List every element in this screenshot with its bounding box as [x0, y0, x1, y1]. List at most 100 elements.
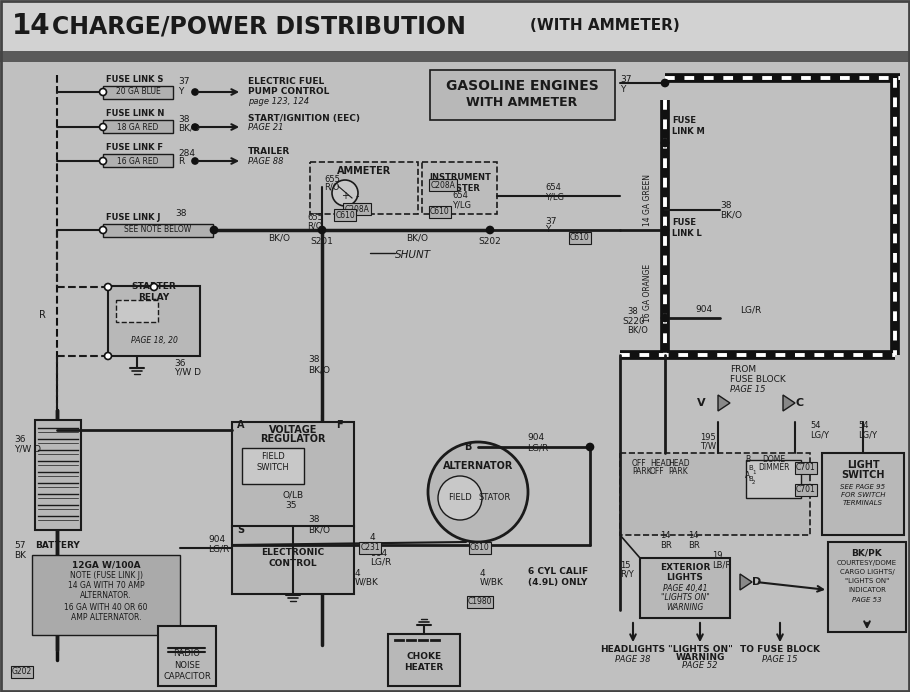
Text: 35: 35 [285, 500, 297, 509]
Text: 1: 1 [752, 469, 755, 475]
Text: PAGE 88: PAGE 88 [248, 158, 284, 167]
Text: PAGE 38: PAGE 38 [615, 655, 651, 664]
Text: PARK: PARK [632, 468, 652, 477]
Text: LG/R: LG/R [740, 305, 762, 314]
Bar [116, 300, 158, 322]
Text: C1980: C1980 [468, 597, 492, 606]
Text: COURTESY/DOME: COURTESY/DOME [837, 560, 897, 566]
Text: 38: 38 [720, 201, 732, 210]
Text: 14: 14 [660, 531, 671, 540]
Text: C208A: C208A [345, 205, 369, 214]
Text: NOTE (FUSE LINK J): NOTE (FUSE LINK J) [69, 572, 143, 581]
Polygon shape [740, 574, 752, 590]
Text: C701: C701 [796, 486, 816, 495]
Circle shape [662, 226, 669, 233]
Bar [158, 626, 216, 686]
Circle shape [99, 89, 106, 95]
Circle shape [192, 89, 198, 95]
Text: FUSE
LINK L: FUSE LINK L [672, 218, 702, 238]
Text: 37: 37 [545, 217, 557, 226]
Text: C231: C231 [360, 543, 379, 552]
Text: LG/R: LG/R [370, 558, 391, 567]
Text: C610: C610 [335, 210, 355, 219]
Bar [746, 460, 801, 498]
Text: F: F [337, 420, 343, 430]
Text: LG/R: LG/R [208, 545, 229, 554]
Text: WARNING: WARNING [666, 603, 703, 612]
Text: 54: 54 [858, 421, 868, 430]
Text: OFF: OFF [650, 468, 664, 477]
Text: BK/O: BK/O [308, 525, 330, 534]
Text: ALTERNATOR: ALTERNATOR [443, 461, 513, 471]
Circle shape [662, 80, 669, 86]
Text: T/W: T/W [700, 441, 716, 450]
Text: PAGE 15: PAGE 15 [730, 385, 765, 394]
Text: C701: C701 [796, 464, 816, 473]
Bar [242, 448, 304, 484]
Text: 904: 904 [527, 433, 544, 442]
Text: S220: S220 [622, 316, 645, 325]
Circle shape [150, 284, 157, 291]
Text: CARGO LIGHTS/: CARGO LIGHTS/ [840, 569, 895, 575]
Circle shape [428, 442, 528, 542]
Text: 4: 4 [370, 533, 376, 542]
Text: 14 GA GREEN: 14 GA GREEN [642, 174, 652, 226]
Text: SWITCH: SWITCH [841, 470, 885, 480]
Bar [822, 453, 904, 535]
Text: 284: 284 [178, 149, 195, 158]
Text: 655: 655 [307, 214, 323, 223]
Text: 18 GA RED: 18 GA RED [117, 122, 158, 131]
Bar [103, 86, 173, 99]
Text: V: V [697, 398, 706, 408]
Polygon shape [718, 395, 730, 411]
Text: SEE PAGE 95: SEE PAGE 95 [841, 484, 885, 490]
Text: 16 GA RED: 16 GA RED [117, 156, 158, 165]
Text: INDICATOR: INDICATOR [848, 587, 886, 593]
Text: B: B [745, 455, 750, 464]
Text: C610: C610 [571, 233, 590, 242]
Bar [232, 422, 354, 527]
Text: INSTRUMENT
CLUSTER: INSTRUMENT CLUSTER [429, 173, 490, 193]
Circle shape [332, 180, 358, 206]
Text: S: S [237, 525, 244, 535]
Text: PUMP CONTROL: PUMP CONTROL [248, 86, 329, 95]
Text: 37: 37 [620, 75, 632, 84]
Text: WITH AMMETER: WITH AMMETER [466, 96, 578, 109]
Bar [640, 558, 730, 618]
Bar [232, 526, 354, 594]
Text: BR: BR [688, 540, 700, 549]
Bar [103, 120, 173, 133]
Text: BK/O: BK/O [720, 210, 742, 219]
Circle shape [99, 158, 106, 165]
Text: C208A: C208A [430, 181, 455, 190]
Text: R/O: R/O [324, 183, 339, 192]
Text: Y/LG: Y/LG [545, 192, 564, 201]
Text: PAGE 40,41: PAGE 40,41 [662, 583, 707, 592]
Text: Y: Y [545, 226, 551, 235]
Text: 654: 654 [452, 192, 468, 201]
Text: BK/O: BK/O [178, 123, 200, 132]
Text: Y/W D: Y/W D [14, 444, 41, 453]
Text: 904: 904 [208, 536, 225, 545]
Text: R/Y: R/Y [620, 570, 633, 579]
Circle shape [438, 476, 482, 520]
Text: RADIO
NOISE
CAPACITOR: RADIO NOISE CAPACITOR [163, 649, 211, 681]
Circle shape [662, 140, 669, 147]
Text: 38: 38 [627, 307, 638, 316]
Text: ALTERNATOR.: ALTERNATOR. [80, 592, 132, 601]
Text: 14: 14 [12, 12, 51, 40]
Text: Y/W D: Y/W D [174, 367, 201, 376]
Circle shape [662, 314, 669, 322]
Text: PAGE 15: PAGE 15 [763, 655, 798, 664]
Text: PAGE 18, 20: PAGE 18, 20 [130, 336, 177, 345]
Text: 54: 54 [810, 421, 821, 430]
Circle shape [192, 158, 198, 164]
Text: BK/O: BK/O [406, 233, 428, 242]
Text: ELECTRONIC
CONTROL: ELECTRONIC CONTROL [261, 547, 325, 568]
Text: 4: 4 [480, 569, 486, 578]
Text: FIELD: FIELD [448, 493, 472, 502]
Text: DOME: DOME [763, 455, 785, 464]
Text: 20 GA BLUE: 20 GA BLUE [116, 87, 160, 96]
Text: W/BK: W/BK [355, 578, 379, 587]
Text: 654: 654 [545, 183, 561, 192]
